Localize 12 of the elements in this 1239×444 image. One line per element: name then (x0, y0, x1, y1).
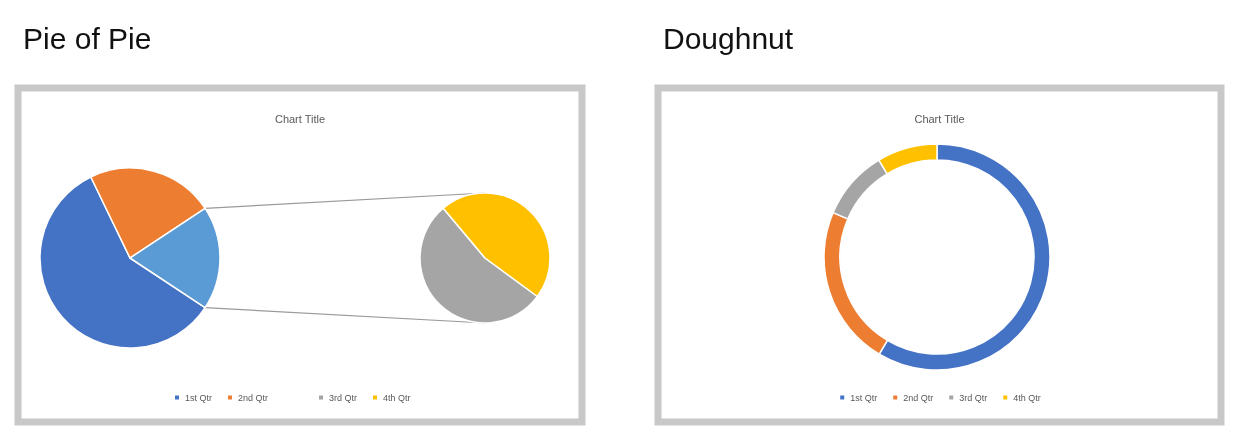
legend-label: 1st Qtr (850, 392, 878, 403)
legend-label: 3rd Qtr (959, 392, 988, 403)
legend-label: 4th Qtr (383, 392, 411, 403)
legend-label: 2nd Qtr (903, 392, 934, 403)
chart-title: Doughnut (663, 21, 794, 55)
legend-label: 4th Qtr (1013, 392, 1041, 403)
chart-subtitle: Chart Title (914, 112, 965, 125)
legend-label: 3rd Qtr (329, 392, 358, 403)
legend-label: 2nd Qtr (238, 392, 269, 403)
legend-label: 1st Qtr (185, 392, 213, 403)
text: Chart Title (274, 112, 326, 125)
chart-title: Pie of Pie (23, 21, 152, 55)
